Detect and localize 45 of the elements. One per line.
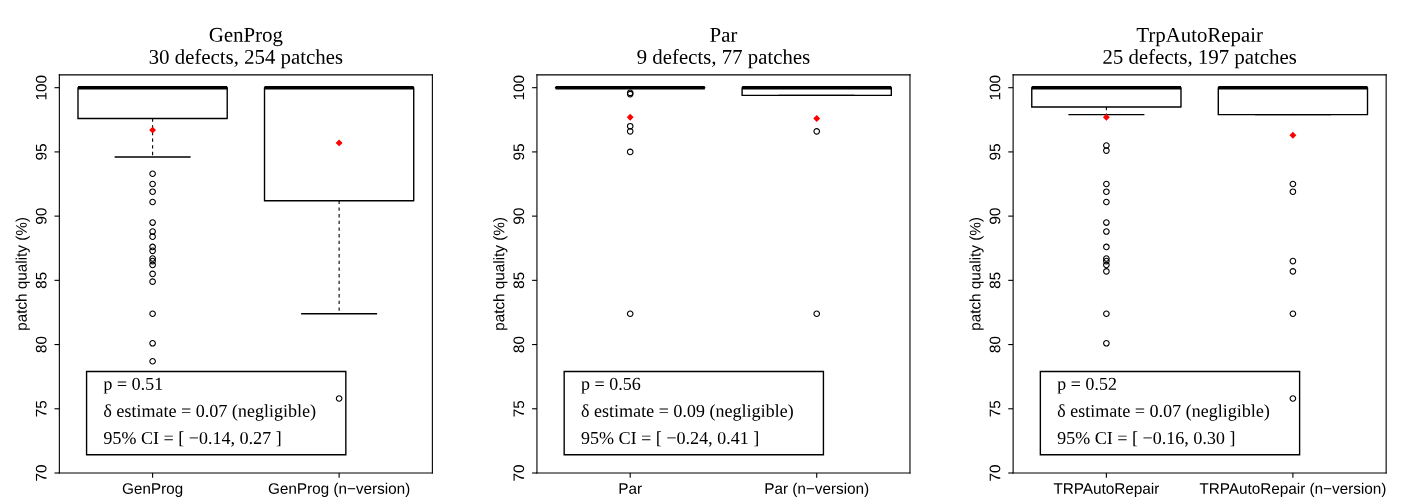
y-tick-label: 75 xyxy=(513,400,525,417)
annotation: 95% CI = [ −0.24, 0.41 ] xyxy=(581,431,758,447)
y-tick-label: 95 xyxy=(989,144,1001,160)
y-tick-label: 85 xyxy=(513,272,525,289)
y-tick-label: 70 xyxy=(35,465,47,481)
y-tick-label: 85 xyxy=(989,272,1001,289)
annotation: δ estimate = 0.07 (negligible) xyxy=(104,404,316,421)
y-tick-label: 85 xyxy=(35,272,47,289)
annotation: p = 0.56 xyxy=(581,377,641,394)
y-tick-label: 100 xyxy=(35,75,47,100)
y-tick-label: 90 xyxy=(989,208,1001,224)
chart-title: Par xyxy=(710,28,738,42)
y-tick-label: 95 xyxy=(35,144,47,160)
y-tick-label: 100 xyxy=(989,75,1001,100)
chart-title: TrpAutoRepair xyxy=(1136,27,1263,47)
y-tick-label: 75 xyxy=(989,400,1001,417)
x-tick-label: TRPAutoRepair xyxy=(1053,482,1160,497)
annotation: δ estimate = 0.09 (negligible) xyxy=(581,404,793,421)
annotation: 95% CI = [ −0.16, 0.30 ] xyxy=(1057,431,1235,447)
x-tick-label: TRPAutoRepair (n−version) xyxy=(1199,482,1386,497)
annotation: δ estimate = 0.07 (negligible) xyxy=(1057,404,1270,421)
y-tick-label: 80 xyxy=(989,336,1001,353)
x-tick-label: GenProg xyxy=(122,483,183,497)
y-tick-label: 70 xyxy=(989,465,1001,481)
chart-subtitle: 9 defects, 77 patches xyxy=(637,49,810,69)
annotation: p = 0.52 xyxy=(1057,377,1116,394)
x-tick-label: Par xyxy=(619,483,642,494)
y-tick-label: 70 xyxy=(513,465,525,481)
y-tick-label: 75 xyxy=(35,400,47,417)
y-tick-label: 100 xyxy=(513,75,525,100)
y-axis-title: patch quality (%) xyxy=(15,217,30,330)
chart-subtitle: 30 defects, 254 patches xyxy=(149,49,343,69)
chart-subtitle: 25 defects, 197 patches xyxy=(1103,49,1297,69)
y-tick-label: 80 xyxy=(513,336,525,353)
y-tick-label: 90 xyxy=(35,208,47,224)
y-tick-label: 95 xyxy=(513,144,525,160)
annotation: p = 0.51 xyxy=(103,377,163,394)
annotation: 95% CI = [ −0.14, 0.27 ] xyxy=(103,431,281,447)
x-tick-label: GenProg (n−version) xyxy=(268,482,410,497)
y-tick-label: 90 xyxy=(513,208,525,224)
y-tick-label: 80 xyxy=(35,336,47,353)
y-axis-title: patch quality (%) xyxy=(969,217,984,330)
x-tick-label: Par (n−version) xyxy=(765,482,869,497)
chart-title: GenProg xyxy=(209,27,283,47)
y-axis-title: patch quality (%) xyxy=(493,217,508,330)
